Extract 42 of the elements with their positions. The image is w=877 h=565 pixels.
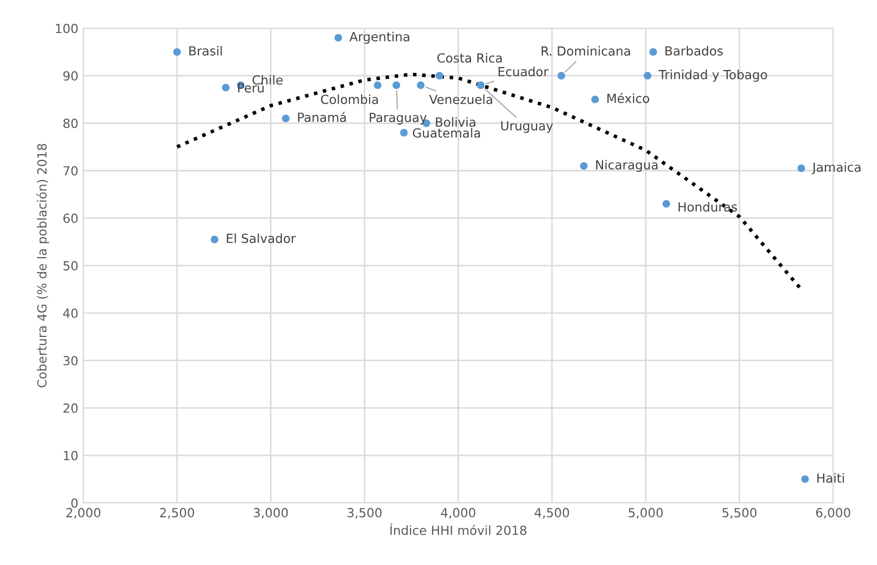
- annotation: Paraguay: [370, 112, 427, 125]
- y-tick-label: 90: [63, 71, 78, 81]
- annotation: El Salvador: [226, 233, 296, 244]
- annotation: Haiti: [817, 473, 844, 483]
- annotation: Uruguay: [501, 121, 553, 133]
- annotation: México: [607, 92, 650, 104]
- y-tick-label: 40: [63, 308, 78, 318]
- annotation: Colombia: [320, 94, 378, 104]
- annotation: Bolivia: [436, 117, 476, 127]
- y-tick-label: 10: [64, 450, 78, 460]
- x-axis-title: Índice HHI móvil 2018: [390, 523, 526, 536]
- x-tick-label: 2,500: [160, 508, 194, 519]
- x-tick-label: 3,500: [348, 508, 382, 519]
- x-tick-label: 5,000: [628, 508, 663, 519]
- x-tick-label: 5,500: [722, 508, 756, 519]
- y-tick-label: 60: [63, 214, 78, 224]
- annotation: Nicaragua: [596, 160, 658, 172]
- y-tick-label: 30: [64, 356, 78, 366]
- x-tick-label: 4,000: [440, 508, 476, 519]
- x-tick-label: 3,000: [254, 508, 288, 519]
- annotation: Brasil: [189, 46, 222, 56]
- y-tick-label: 80: [63, 118, 78, 128]
- annotation: Jamaica: [812, 162, 860, 174]
- annotation: Trinidad y Tobago: [658, 70, 767, 82]
- x-tick-label: 6,000: [816, 508, 850, 519]
- y-tick-label: 50: [64, 261, 78, 270]
- y-axis-title: Cobertura 4G (% de la población) 2018: [36, 144, 50, 388]
- annotation: Guatemala: [412, 128, 480, 138]
- y-tick-label: 20: [63, 403, 78, 413]
- annotation: Barbados: [666, 46, 723, 56]
- x-tick-label: 2,000: [66, 508, 100, 519]
- annotation: Argentina: [349, 32, 410, 44]
- annotation: Ecuador: [498, 66, 548, 76]
- annotation: Venezuela: [429, 94, 492, 104]
- annotation: Costa Rica: [437, 52, 502, 63]
- x-tick-label: 4,500: [534, 508, 570, 519]
- annotation: R. Dominicana: [542, 46, 630, 56]
- y-tick-label: 100: [56, 24, 78, 34]
- annotation: Panamá: [298, 112, 346, 122]
- y-tick-label: 0: [71, 498, 78, 508]
- annotation: Honduras: [678, 202, 737, 212]
- y-tick-label: 70: [64, 166, 78, 176]
